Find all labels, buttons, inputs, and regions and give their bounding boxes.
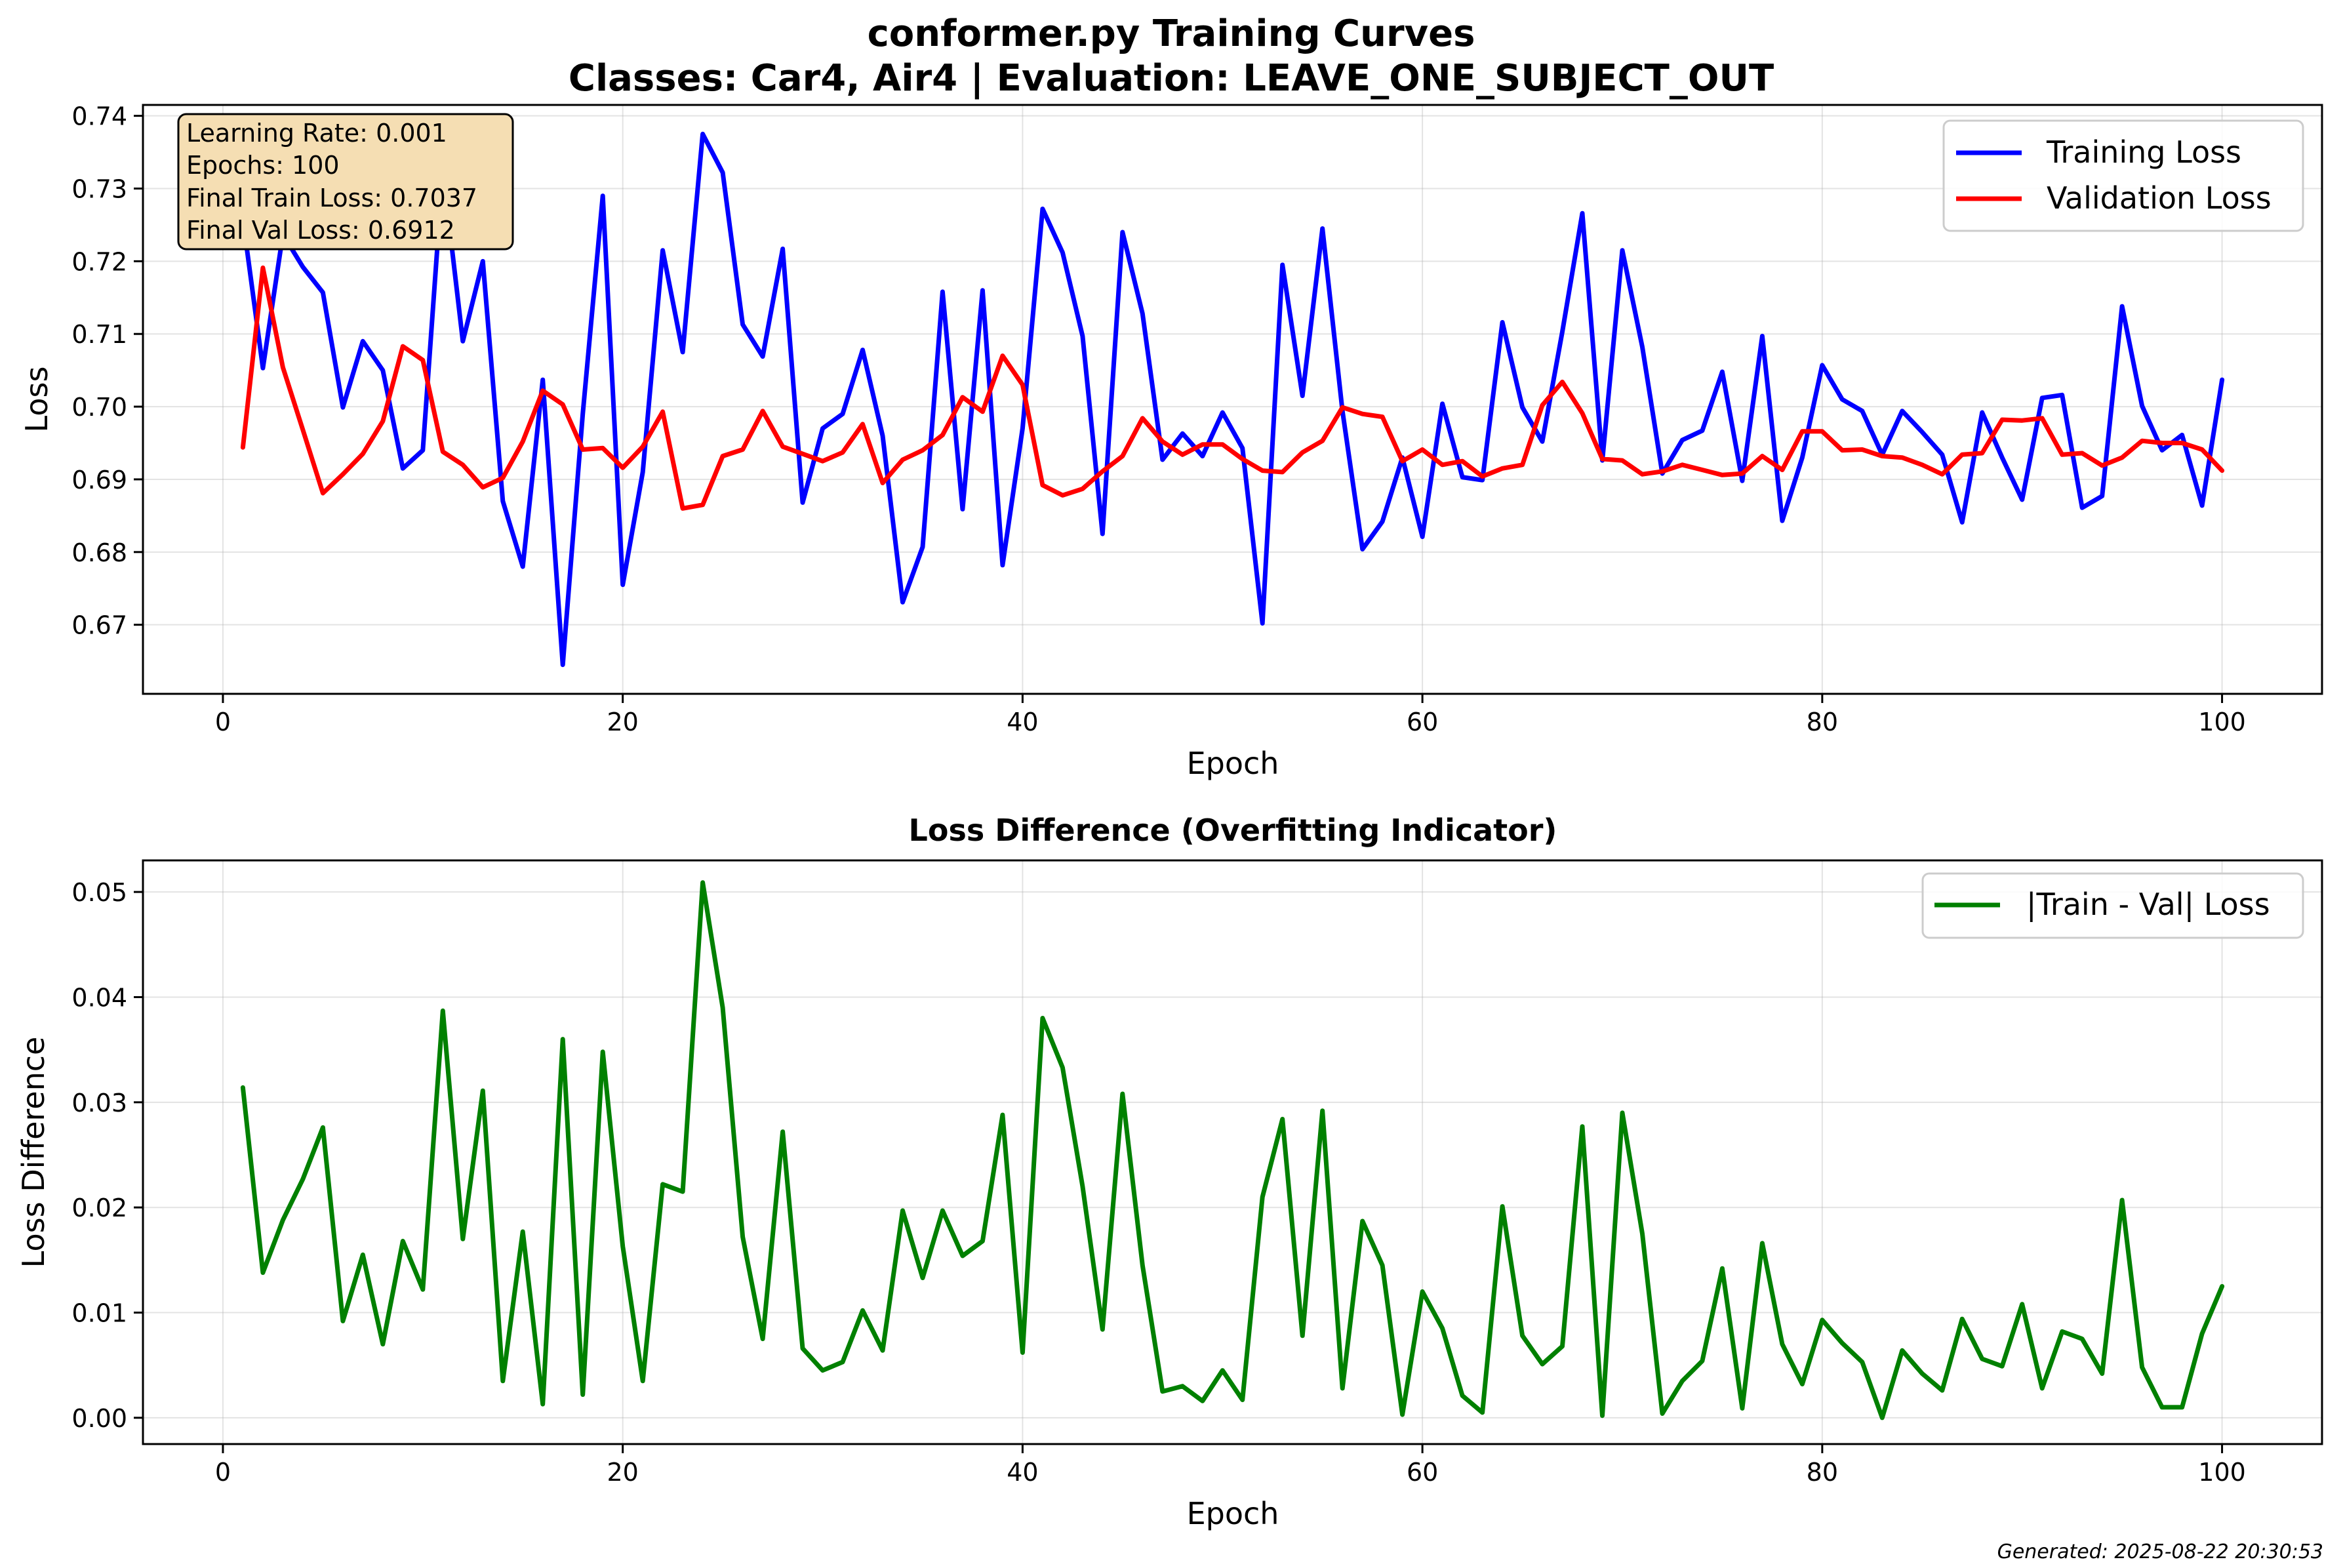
figure-title-line1: conformer.py Training Curves [868,12,1475,55]
legend-frame [1942,119,2304,232]
loss-difference-chart-y-tick-label: 0.05 [71,878,127,907]
loss-difference-chart-y-tick-label: 0.00 [71,1404,127,1433]
loss-chart-xlabel: Epoch [1187,746,1279,781]
legend-label-training-loss: Training Loss [2046,134,2241,170]
loss-chart-x-tick-label: 40 [1007,708,1038,736]
generated-timestamp: Generated: 2025-08-22 20:30:53 [1997,1540,2323,1563]
loss-chart-grid [143,105,2322,694]
loss-chart-y-tick-label: 0.68 [71,538,127,567]
loss-difference-chart-frame [142,859,2323,1445]
loss-difference-chart-y-tick-label: 0.04 [71,983,127,1012]
loss-chart-y-tick-label: 0.67 [71,611,127,640]
loss-chart-y-tick-label: 0.74 [71,102,127,131]
legend-label-loss-difference: |Train - Val| Loss [2026,887,2270,923]
loss-chart-y-tick-label: 0.70 [71,393,127,422]
loss-difference-chart-x-tick-label: 0 [215,1458,231,1487]
loss-difference-chart-x-tick-label: 20 [607,1458,638,1487]
loss-chart-x-tick-label: 100 [2198,708,2246,736]
info-box-line: Epochs: 100 [186,151,340,180]
loss-chart-y-tick-label: 0.73 [71,174,127,203]
info-box-line: Final Val Loss: 0.6912 [186,216,455,245]
series-line-validation-loss [240,265,2225,511]
loss-difference-chart-legend: |Train - Val| Loss [1921,872,2304,939]
loss-chart-y-tick-label: 0.72 [71,247,127,276]
loss-difference-chart-x-tick-label: 40 [1007,1458,1038,1487]
info-box-line: Final Train Loss: 0.7037 [186,184,477,212]
loss-difference-chart-ylabel: Loss Difference [16,1037,51,1268]
loss-difference-chart-y-tick-label: 0.02 [71,1194,127,1222]
loss-chart-ticks: 0 20 40 60 80 100 0.67 0.68 0.69 0.70 0.71 0.72 0.73… [71,102,2245,736]
loss-chart-y-tick-label: 0.71 [71,320,127,349]
loss-chart-x-tick-label: 0 [215,708,231,736]
series-line-train-val-loss [240,880,2225,1420]
loss-chart-ylabel: Loss [19,367,54,433]
loss-chart-series [240,131,2225,668]
loss-difference-chart-title: Loss Difference (Overfitting Indicator) [909,813,1557,848]
loss-difference-chart-x-tick-label: 60 [1407,1458,1438,1487]
series-line-training-loss [240,131,2225,668]
info-box: Learning Rate: 0.001 Epochs: 100 Final T… [177,113,514,251]
info-box-background [177,113,514,251]
loss-difference-chart-y-tick-label: 0.03 [71,1089,127,1117]
loss-difference-chart: Loss Difference (Overfitting Indicator) … [16,813,2323,1531]
loss-chart-y-tick-label: 0.69 [71,466,127,494]
loss-chart-legend: Training Loss Validation Loss [1942,119,2304,232]
loss-difference-chart-xlabel: Epoch [1187,1496,1279,1531]
loss-difference-chart-x-tick-label: 80 [1807,1458,1838,1487]
info-box-line: Learning Rate: 0.001 [186,119,447,148]
loss-difference-chart-series [240,880,2225,1420]
loss-difference-chart-ticks: 0 20 40 60 80 100 0.00 0.01 0.02 0.03 0.04 0.05 [71,878,2245,1487]
loss-chart-x-tick-label: 80 [1807,708,1838,736]
loss-chart-frame [142,104,2323,695]
loss-difference-chart-y-tick-label: 0.01 [71,1299,127,1328]
loss-difference-chart-x-tick-label: 100 [2198,1458,2246,1487]
figure-title-line2: Classes: Car4, Air4 | Evaluation: LEAVE_… [569,57,1774,100]
legend-frame [1921,872,2304,939]
loss-chart-x-tick-label: 60 [1407,708,1438,736]
loss-chart-x-tick-label: 20 [607,708,638,736]
loss-chart: 0 20 40 60 80 100 0.67 0.68 0.69 0.70 0.71 0.72 0.73… [19,102,2323,781]
legend-label-validation-loss: Validation Loss [2047,180,2272,216]
